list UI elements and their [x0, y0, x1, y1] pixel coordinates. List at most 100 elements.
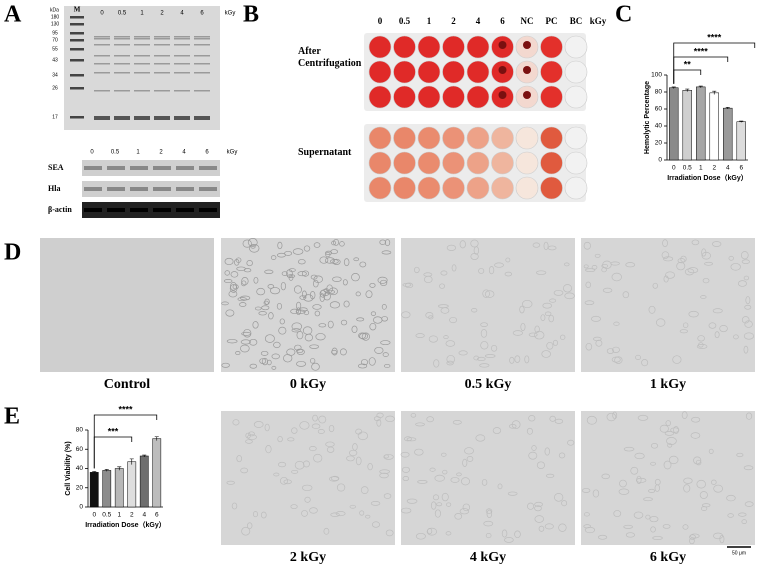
cell: [438, 304, 449, 309]
cell: [267, 284, 275, 289]
cell: [442, 469, 448, 475]
column-label: NC: [521, 16, 534, 26]
cell: [504, 537, 514, 543]
blot-band: [130, 208, 148, 212]
cell: [336, 483, 346, 492]
blot-band: [176, 208, 194, 212]
cell: [249, 338, 258, 346]
x-tick-label: 4: [142, 512, 146, 519]
cell: [689, 533, 700, 539]
cell: [714, 331, 720, 339]
cell: [583, 512, 590, 517]
band: [154, 38, 170, 40]
marker-band: [70, 16, 84, 19]
cell: [241, 277, 249, 286]
cell: [313, 275, 323, 283]
cell: [401, 311, 411, 319]
cell: [514, 355, 521, 363]
cell: [745, 296, 751, 305]
cell: [340, 319, 348, 326]
cell: [490, 344, 498, 352]
well: [442, 85, 465, 109]
cell: [526, 427, 533, 435]
cell: [325, 441, 335, 448]
cell: [415, 422, 425, 427]
marker-label: 17: [52, 114, 58, 120]
cell: [610, 261, 620, 266]
lane-label: 0.5: [118, 11, 127, 17]
cell: [368, 357, 376, 366]
band: [174, 38, 190, 40]
cell: [351, 273, 360, 282]
cell: [727, 513, 734, 518]
caption: 1 kGy: [650, 377, 686, 392]
cell: [240, 344, 250, 353]
cell: [253, 421, 264, 428]
well: [491, 176, 514, 200]
pellet: [523, 41, 531, 49]
blot-band: [199, 166, 217, 170]
cell: [383, 493, 392, 499]
significance-label: **: [684, 59, 692, 69]
cell: [585, 281, 592, 288]
cell: [425, 312, 434, 319]
cell: [711, 479, 717, 485]
cell: [384, 239, 391, 247]
band: [154, 44, 170, 46]
cell: [237, 297, 247, 302]
cell: [688, 310, 699, 318]
column-label: 0: [378, 16, 383, 26]
cell: [633, 511, 644, 519]
cell: [304, 496, 311, 503]
cell: [414, 448, 424, 456]
cell: [252, 511, 258, 518]
cell: [221, 301, 229, 306]
marker-label: 55: [52, 46, 58, 52]
cell: [690, 432, 701, 439]
cell: [428, 335, 438, 343]
cell: [665, 271, 676, 279]
band: [114, 90, 130, 92]
cell: [677, 258, 686, 264]
lane-label: 6: [205, 150, 209, 156]
x-tick-label: 2: [130, 512, 134, 519]
cell: [730, 263, 741, 271]
cell: [332, 276, 342, 282]
cell: [701, 248, 707, 257]
micrograph: [401, 238, 575, 372]
x-tick-label: 0: [92, 512, 96, 519]
cell: [509, 424, 517, 429]
cell: [365, 290, 373, 299]
well: [540, 176, 563, 200]
cell: [314, 310, 321, 317]
cell: [258, 311, 267, 316]
cell: [367, 462, 373, 471]
cell: [452, 419, 462, 425]
band: [154, 36, 170, 38]
well: [368, 176, 392, 200]
blot-band: [153, 208, 171, 212]
panel-label: B: [243, 2, 259, 28]
cell: [330, 475, 340, 481]
cell: [292, 248, 304, 255]
cell: [744, 501, 754, 507]
cell: [613, 510, 622, 518]
cell: [618, 488, 630, 495]
cell: [236, 455, 243, 463]
cell: [554, 418, 564, 424]
cell: [544, 447, 550, 456]
cell: [287, 437, 295, 442]
cell: [423, 272, 433, 277]
lane-label: 0.5: [111, 150, 120, 156]
cell: [601, 267, 607, 273]
cell: [466, 455, 474, 462]
well: [417, 151, 441, 175]
cell: [281, 271, 288, 276]
cell: [312, 414, 318, 422]
cell: [673, 426, 679, 434]
cell: [552, 339, 559, 346]
cell: [339, 348, 347, 356]
cell: [689, 534, 696, 540]
cell: [741, 316, 750, 324]
cell: [696, 344, 708, 349]
